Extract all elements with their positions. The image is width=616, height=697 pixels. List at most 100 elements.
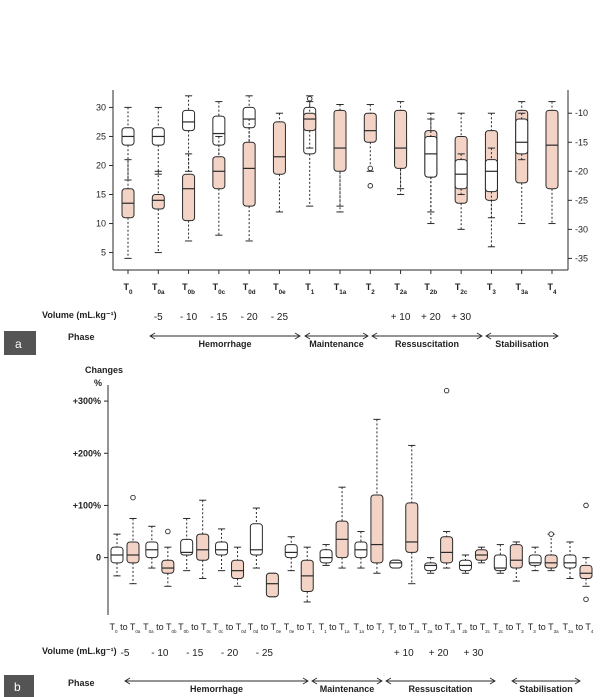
panel-b-volume-value-1: - 10: [151, 648, 169, 659]
panel-a-box-s0-1: [151, 106, 165, 175]
panel-b-box-s1-12-iqr: [544, 554, 558, 569]
panel-b-box-s1-4-iqr: [265, 572, 279, 598]
panel-b-volume-value-6: + 20: [429, 648, 449, 659]
panel-a-box-s1-3: [212, 135, 226, 236]
panel-a-box-s1-5-iqr: [272, 121, 286, 175]
panel-a-outlier-0: [306, 95, 313, 102]
panel-b-box-s0-3: [215, 528, 229, 572]
panel-b-boxes: [110, 387, 593, 603]
panel-b-box-s0-2-iqr: [180, 538, 194, 556]
panel-b-box-s0-4: [249, 507, 263, 569]
panel-b-x-tick-label-7: T1a to T2: [353, 622, 384, 634]
panel-a-tag: a: [4, 331, 36, 355]
panel-a-box-s1-8-iqr: [363, 112, 377, 143]
panel-a-box-s1-1-iqr: [151, 194, 165, 210]
panel-b-x-tick-label-12: T3 to T3a: [528, 622, 559, 634]
panel-a-phase-arrow-left-0: [149, 332, 156, 340]
panel-b-box-s1-1: [161, 546, 175, 587]
panel-a-phase-arrow-left-2: [371, 332, 378, 340]
panel-a-box-s2-12: [484, 147, 498, 219]
panel-a-phase-arrow-right-1: [362, 332, 369, 340]
panel-a-right-tick-label-3: -25: [575, 195, 588, 205]
panel-a-phase-arrow-left-1: [304, 332, 311, 340]
panel-b-x-tick-label-1: T0a to T0b: [143, 622, 177, 634]
panel-b-box-s0-1: [145, 525, 159, 569]
panel-a-box-s2-13: [515, 112, 529, 161]
panel-a-box-s1-3-iqr: [212, 156, 226, 190]
panel-a-right-tick-label-2: -20: [575, 166, 588, 176]
panel-a-box-s1-4: [242, 118, 256, 242]
panel-a-box-s1-9: [394, 101, 408, 190]
panel-b-outlier-4: [583, 502, 589, 509]
panel-a-x-tick-label-9: T2a: [394, 282, 407, 296]
panel-b-volume-value-2: - 15: [186, 648, 204, 659]
panel-b-box-s1-7-iqr: [370, 494, 384, 564]
panel-a-tag-text: a: [15, 337, 22, 351]
panel-b-volume-value-5: + 10: [394, 648, 414, 659]
panel-b-box-s0-5-iqr: [284, 544, 298, 559]
panel-b-box-s0-9: [424, 557, 438, 574]
panel-b-phase-arrow-right-2: [489, 677, 496, 685]
panel-b-ylabel-line1: Changes: [85, 365, 123, 375]
panel-b-tag: b: [4, 675, 34, 697]
panel-b-outlier-2: [443, 387, 450, 394]
panel-a-phase-3: Stabilisation: [485, 332, 559, 349]
panel-b-y-tick-label-1: +200%: [73, 448, 101, 458]
panel-a-x-tick-label-13: T3a: [515, 282, 528, 296]
panel-a-box-s2-10: [424, 118, 438, 213]
panel-b-volume-value-4: - 25: [256, 648, 274, 659]
panel-a-volume-value-6: + 20: [421, 312, 441, 323]
panel-a-volume-value-0: -5: [154, 312, 163, 323]
panel-a-box-s1-8: [363, 104, 377, 172]
panel-b-phase-3: Stabilisation: [511, 677, 581, 694]
panel-a-x-tick-label-6: T1: [305, 282, 315, 296]
panel-b-phases: Hemorrhage Maintenance Ressuscitation Stabi…: [124, 677, 581, 694]
panel-b-phase-arrow-right-1: [376, 677, 383, 685]
panel-a-phase-1: Maintenance: [304, 332, 369, 349]
panel-a-right-tick-label-0: -10: [575, 108, 588, 118]
panel-a-x-tick-label-8: T2: [366, 282, 376, 296]
panel-a-left-tick-label-0: 5: [101, 248, 106, 258]
panel-a-x-tick-label-7: T1a: [334, 282, 347, 296]
panel-b-box-s1-2: [196, 499, 210, 579]
panel-b-x-ticks: T0 to T0a T0a to T0b T0b to T0c T0c to T0d T…: [110, 622, 594, 634]
panel-a-phase-label: Phase: [68, 332, 95, 342]
panel-b-box-s0-3-iqr: [215, 541, 229, 556]
panel-b-box-s1-9: [440, 531, 454, 569]
panel-a-outlier-1: [367, 165, 374, 172]
panel-b-phase-arrow-right-3: [574, 677, 581, 685]
panel-b-x-tick-label-0: T0 to T0a: [110, 622, 141, 634]
panel-a-phase-text-2: Ressuscitation: [395, 339, 459, 349]
panel-b-box-s0-12: [528, 546, 542, 572]
panel-a-right-tick-label-4: -30: [575, 224, 588, 234]
panel-b-volume-value-7: + 30: [464, 648, 484, 659]
panel-a-volume-value-3: - 20: [241, 312, 259, 323]
panel-b-phase-text-2: Ressuscitation: [408, 684, 472, 694]
panel-b-x-tick-label-10: T2b to T2c: [457, 622, 491, 634]
panel-a-box-s2-10-iqr: [424, 135, 438, 178]
panel-a-volume-value-7: + 30: [451, 312, 471, 323]
panel-b-phase-label: Phase: [68, 678, 95, 688]
panel-b-box-s1-11: [509, 541, 523, 582]
panel-b-box-s0-7: [354, 531, 368, 569]
panel-b-phase-text-1: Maintenance: [320, 684, 375, 694]
panel-b-x-tick-label-6: T1 to T1a: [319, 622, 350, 634]
panel-b-outlier-1: [165, 528, 171, 535]
panel-b-box-s1-6: [335, 486, 349, 569]
panel-b-box-s1-8: [405, 444, 419, 585]
panel-a-x-tick-label-4: T0d: [243, 282, 256, 296]
panel-a-x-tick-label-0: T0: [123, 282, 133, 296]
panel-b-phase-1: Maintenance: [311, 677, 383, 694]
panel-a-box-s1-7: [333, 104, 347, 213]
panel-b-box-s0-5: [284, 536, 298, 572]
panel-a-volume-value-1: - 10: [180, 312, 198, 323]
panel-b-box-s1-3: [231, 546, 245, 587]
panel-a-phase-arrow-left-3: [485, 332, 492, 340]
panel-b-box-s0-4-iqr: [249, 523, 263, 556]
panel-a-volume-value-2: - 15: [210, 312, 228, 323]
panel-b-volume-value-0: -5: [121, 648, 130, 659]
panel-a-box-s1-6: [303, 101, 317, 149]
panel-b-phase-text-0: Hemorrhage: [190, 684, 243, 694]
